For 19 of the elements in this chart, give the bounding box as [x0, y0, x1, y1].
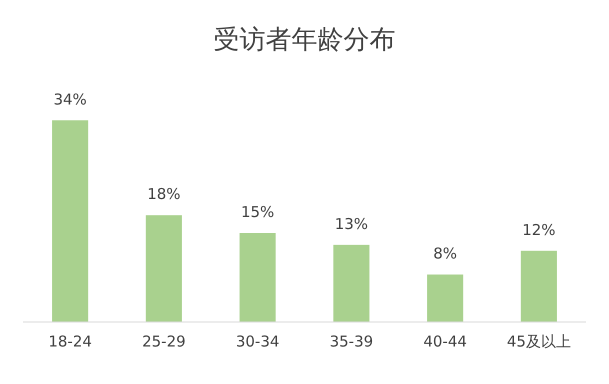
data-label: 13%	[334, 214, 368, 233]
x-tick-label: 35-39	[330, 332, 374, 351]
bar	[146, 215, 182, 322]
data-label: 34%	[53, 90, 87, 108]
data-label: 18%	[147, 185, 181, 204]
bar	[520, 250, 557, 322]
bar	[240, 232, 276, 322]
x-tick-label: 25-29	[142, 332, 186, 351]
x-tick-label: 40-44	[423, 332, 467, 351]
bar	[427, 274, 464, 322]
x-tick-label: 18-24	[48, 332, 92, 351]
bar	[333, 244, 370, 322]
bar	[52, 120, 88, 322]
x-tick-label: 30-34	[236, 332, 280, 351]
data-label: 12%	[522, 220, 556, 239]
x-tick-label: 45及以上	[506, 332, 571, 351]
data-label: 15%	[240, 202, 274, 221]
data-label: 8%	[433, 244, 458, 263]
chart-title: 受访者年龄分布	[214, 25, 396, 55]
